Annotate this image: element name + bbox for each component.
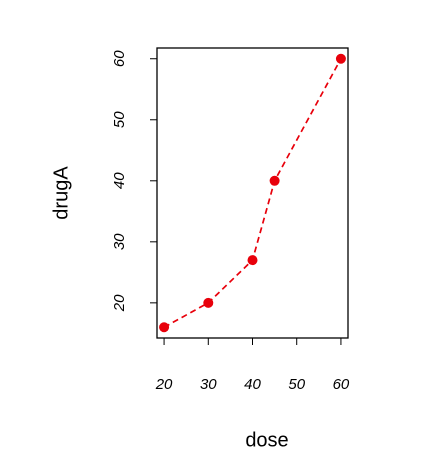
data-point <box>203 297 214 308</box>
data-line <box>163 58 342 329</box>
data-point <box>247 255 258 266</box>
y-tick-label: 20 <box>111 294 128 312</box>
y-axis-label: drugA <box>50 166 72 220</box>
y-tick-label: 50 <box>111 111 128 128</box>
y-tick-label: 60 <box>111 50 128 67</box>
y-tick-label: 30 <box>111 233 128 250</box>
x-tick-label: 60 <box>333 376 350 393</box>
x-tick-label: 20 <box>155 376 173 393</box>
plot-box <box>156 47 349 339</box>
data-point <box>335 53 346 64</box>
x-tick-label: 30 <box>200 376 217 393</box>
x-tick-label: 40 <box>244 376 261 393</box>
data-point <box>159 322 170 333</box>
y-tick-label: 40 <box>111 172 128 189</box>
x-axis-label: dose <box>245 429 288 451</box>
x-tick-label: 50 <box>288 376 305 393</box>
data-point <box>269 175 280 186</box>
